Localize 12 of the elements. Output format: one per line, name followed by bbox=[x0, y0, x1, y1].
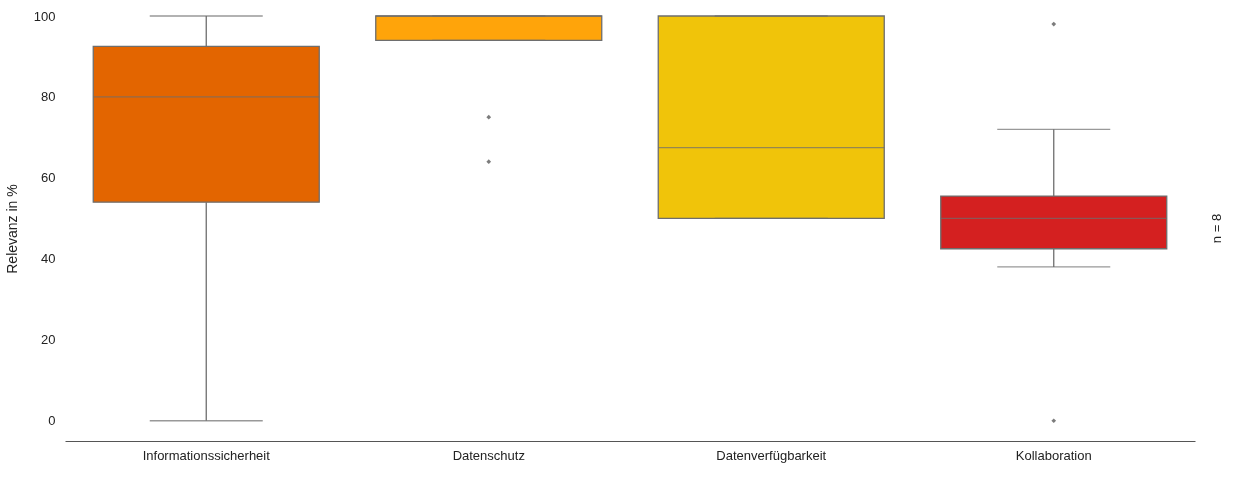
x-tick-label: Informationssicherheit bbox=[142, 447, 271, 463]
y-tick-label: 0 bbox=[48, 413, 56, 429]
x-tick-label: Datenverfügbarkeit bbox=[716, 447, 827, 463]
text: n = 8 bbox=[1209, 213, 1224, 244]
y-tick-label: 40 bbox=[41, 251, 56, 267]
y-axis-title: Relevanz in % bbox=[3, 184, 20, 274]
y-tick-label: 100 bbox=[33, 8, 56, 24]
y-tick-label: 20 bbox=[41, 332, 56, 348]
x-tick-label: Datenschutz bbox=[452, 447, 525, 463]
y-tick-label: 80 bbox=[41, 89, 56, 105]
x-tick-label: Kollaboration bbox=[1015, 447, 1092, 463]
y-tick-label: 60 bbox=[41, 170, 56, 186]
